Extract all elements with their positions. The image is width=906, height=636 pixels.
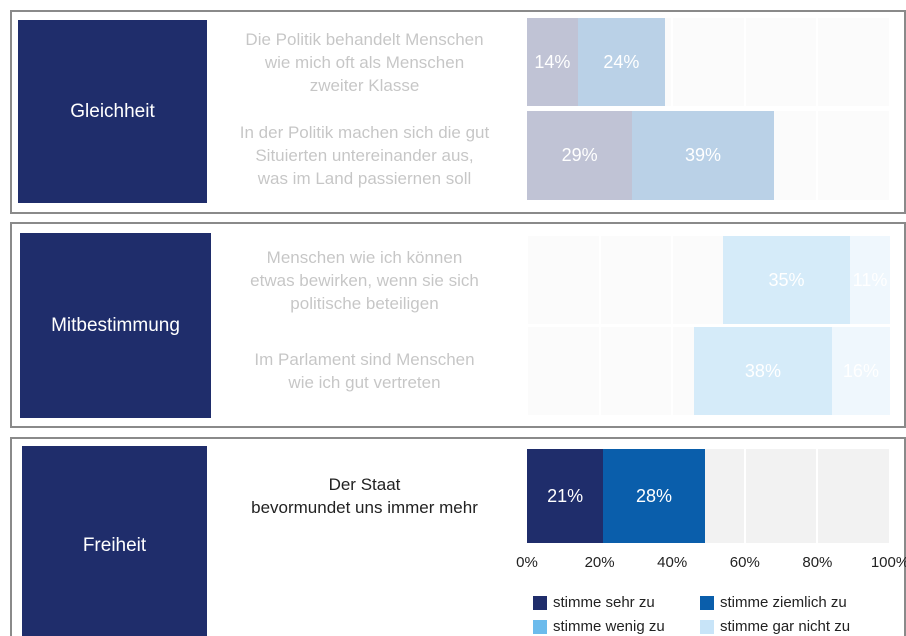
- x-tick-label: 0%: [516, 554, 538, 571]
- bar-segment: 16%: [831, 327, 890, 415]
- value-label: 21%: [547, 485, 584, 506]
- legend-label: stimme wenig zu: [553, 618, 665, 635]
- bar-segment: 38%: [693, 327, 832, 415]
- value-label: 39%: [685, 145, 722, 165]
- grid-line: [816, 236, 819, 324]
- legend-swatch: [700, 620, 714, 634]
- row-background: [527, 236, 890, 324]
- panel: [10, 222, 906, 428]
- legend-label: stimme ziemlich zu: [720, 594, 847, 611]
- x-tick-label: 40%: [657, 554, 688, 571]
- grid-line: [889, 111, 891, 200]
- legend-swatch: [533, 596, 547, 610]
- grid-line: [598, 236, 601, 324]
- panel: [10, 10, 906, 214]
- value-label: 28%: [636, 485, 673, 506]
- legend-label: stimme sehr zu: [553, 594, 655, 611]
- grid-line: [816, 111, 819, 200]
- grid-line: [889, 327, 891, 415]
- x-tick-label: 100%: [870, 554, 906, 571]
- grid-line: [526, 327, 528, 415]
- row-background: [527, 327, 890, 415]
- grid-line: [743, 18, 746, 106]
- value-label: 24%: [603, 51, 640, 72]
- grid-line: [671, 236, 674, 324]
- bar-segment: 28%: [603, 449, 705, 543]
- statement: In der Politik machen sich die gut Situi…: [239, 123, 490, 188]
- bar-segment: 21%: [527, 449, 604, 543]
- grid-line: [526, 18, 528, 106]
- legend-label: stimme gar nicht zu: [720, 618, 851, 635]
- bar-segment: 29%: [527, 111, 633, 200]
- group-label: Gleichheit: [18, 20, 207, 203]
- panel: [10, 437, 906, 636]
- value-label: 16%: [842, 360, 879, 381]
- grid-line: [816, 449, 819, 543]
- x-tick-label: 80%: [802, 554, 833, 571]
- grid-line: [889, 449, 891, 543]
- grid-line: [671, 111, 674, 200]
- statement: Die Politik behandelt Menschen wie mich …: [245, 29, 484, 95]
- group-label: Mitbestimmung: [20, 233, 211, 418]
- grid-line: [816, 18, 819, 106]
- statement: Menschen wie ich können etwas bewirken, …: [250, 247, 479, 313]
- grid-line: [598, 18, 601, 106]
- legend-swatch: [533, 620, 547, 634]
- grid-line: [889, 18, 891, 106]
- x-tick-label: 20%: [584, 554, 615, 571]
- grid-line: [743, 327, 746, 415]
- bar-segment: 35%: [723, 236, 851, 324]
- value-label: 11%: [852, 269, 888, 290]
- statement: Im Parlament sind Menschen wie ich gut v…: [254, 350, 475, 392]
- grid-line: [526, 111, 528, 200]
- group-label: Freiheit: [22, 446, 207, 636]
- bar-segment: 11%: [850, 236, 890, 324]
- x-tick-label: 60%: [729, 554, 760, 571]
- grid-line: [671, 18, 674, 106]
- grid-line: [743, 111, 746, 200]
- grid-line: [526, 236, 528, 324]
- grid-line: [671, 327, 674, 415]
- bar-segment: 39%: [632, 111, 774, 200]
- grid-line: [743, 236, 746, 324]
- grid-line: [598, 327, 601, 415]
- grid-line: [816, 327, 819, 415]
- grid-line: [743, 449, 746, 543]
- row-background: [527, 111, 890, 200]
- legend-swatch: [700, 596, 714, 610]
- grid-line: [598, 111, 601, 200]
- value-label: 29%: [561, 145, 598, 165]
- value-label: 38%: [744, 360, 781, 381]
- bar-segment: 24%: [577, 18, 665, 106]
- value-label: 14%: [534, 51, 571, 72]
- row-background: [527, 18, 890, 106]
- bar-segment: 14%: [527, 18, 578, 106]
- grid-line: [889, 236, 891, 324]
- value-label: 35%: [768, 269, 805, 290]
- statement: Der Staat bevormundet uns immer mehr: [251, 475, 478, 517]
